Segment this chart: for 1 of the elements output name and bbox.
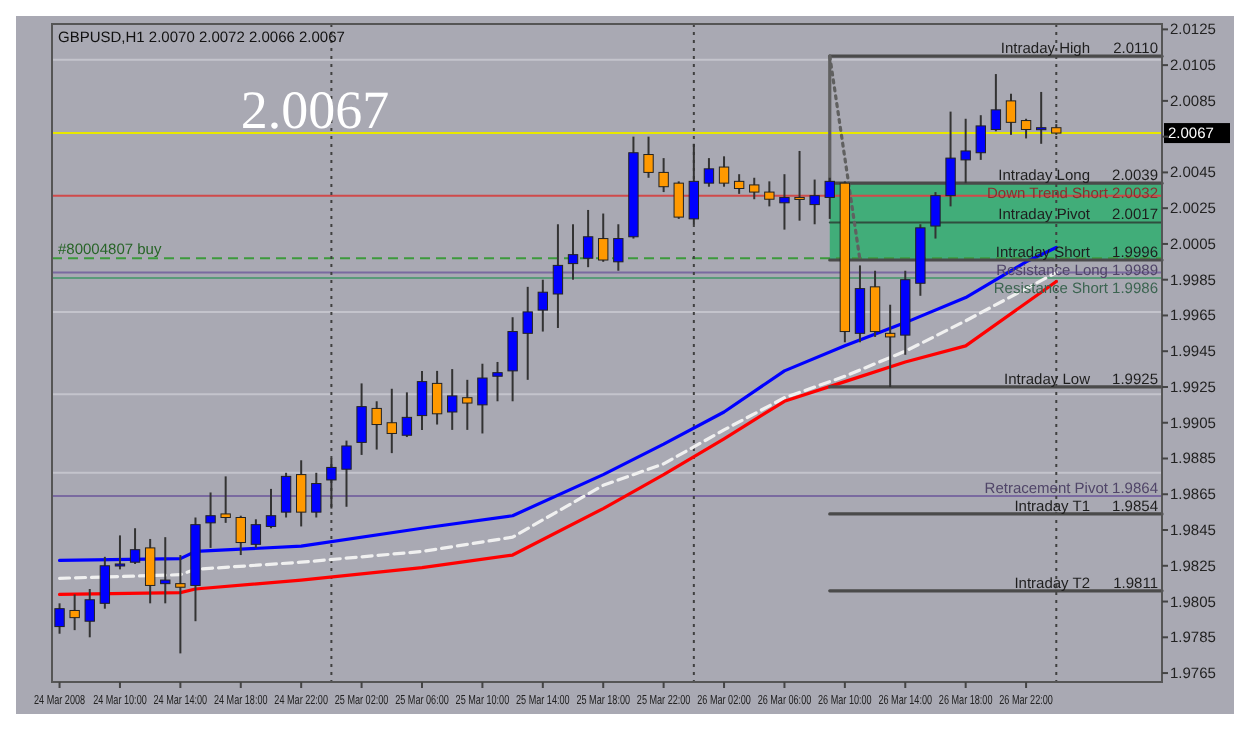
annotation: 2.0067 bbox=[240, 80, 390, 140]
